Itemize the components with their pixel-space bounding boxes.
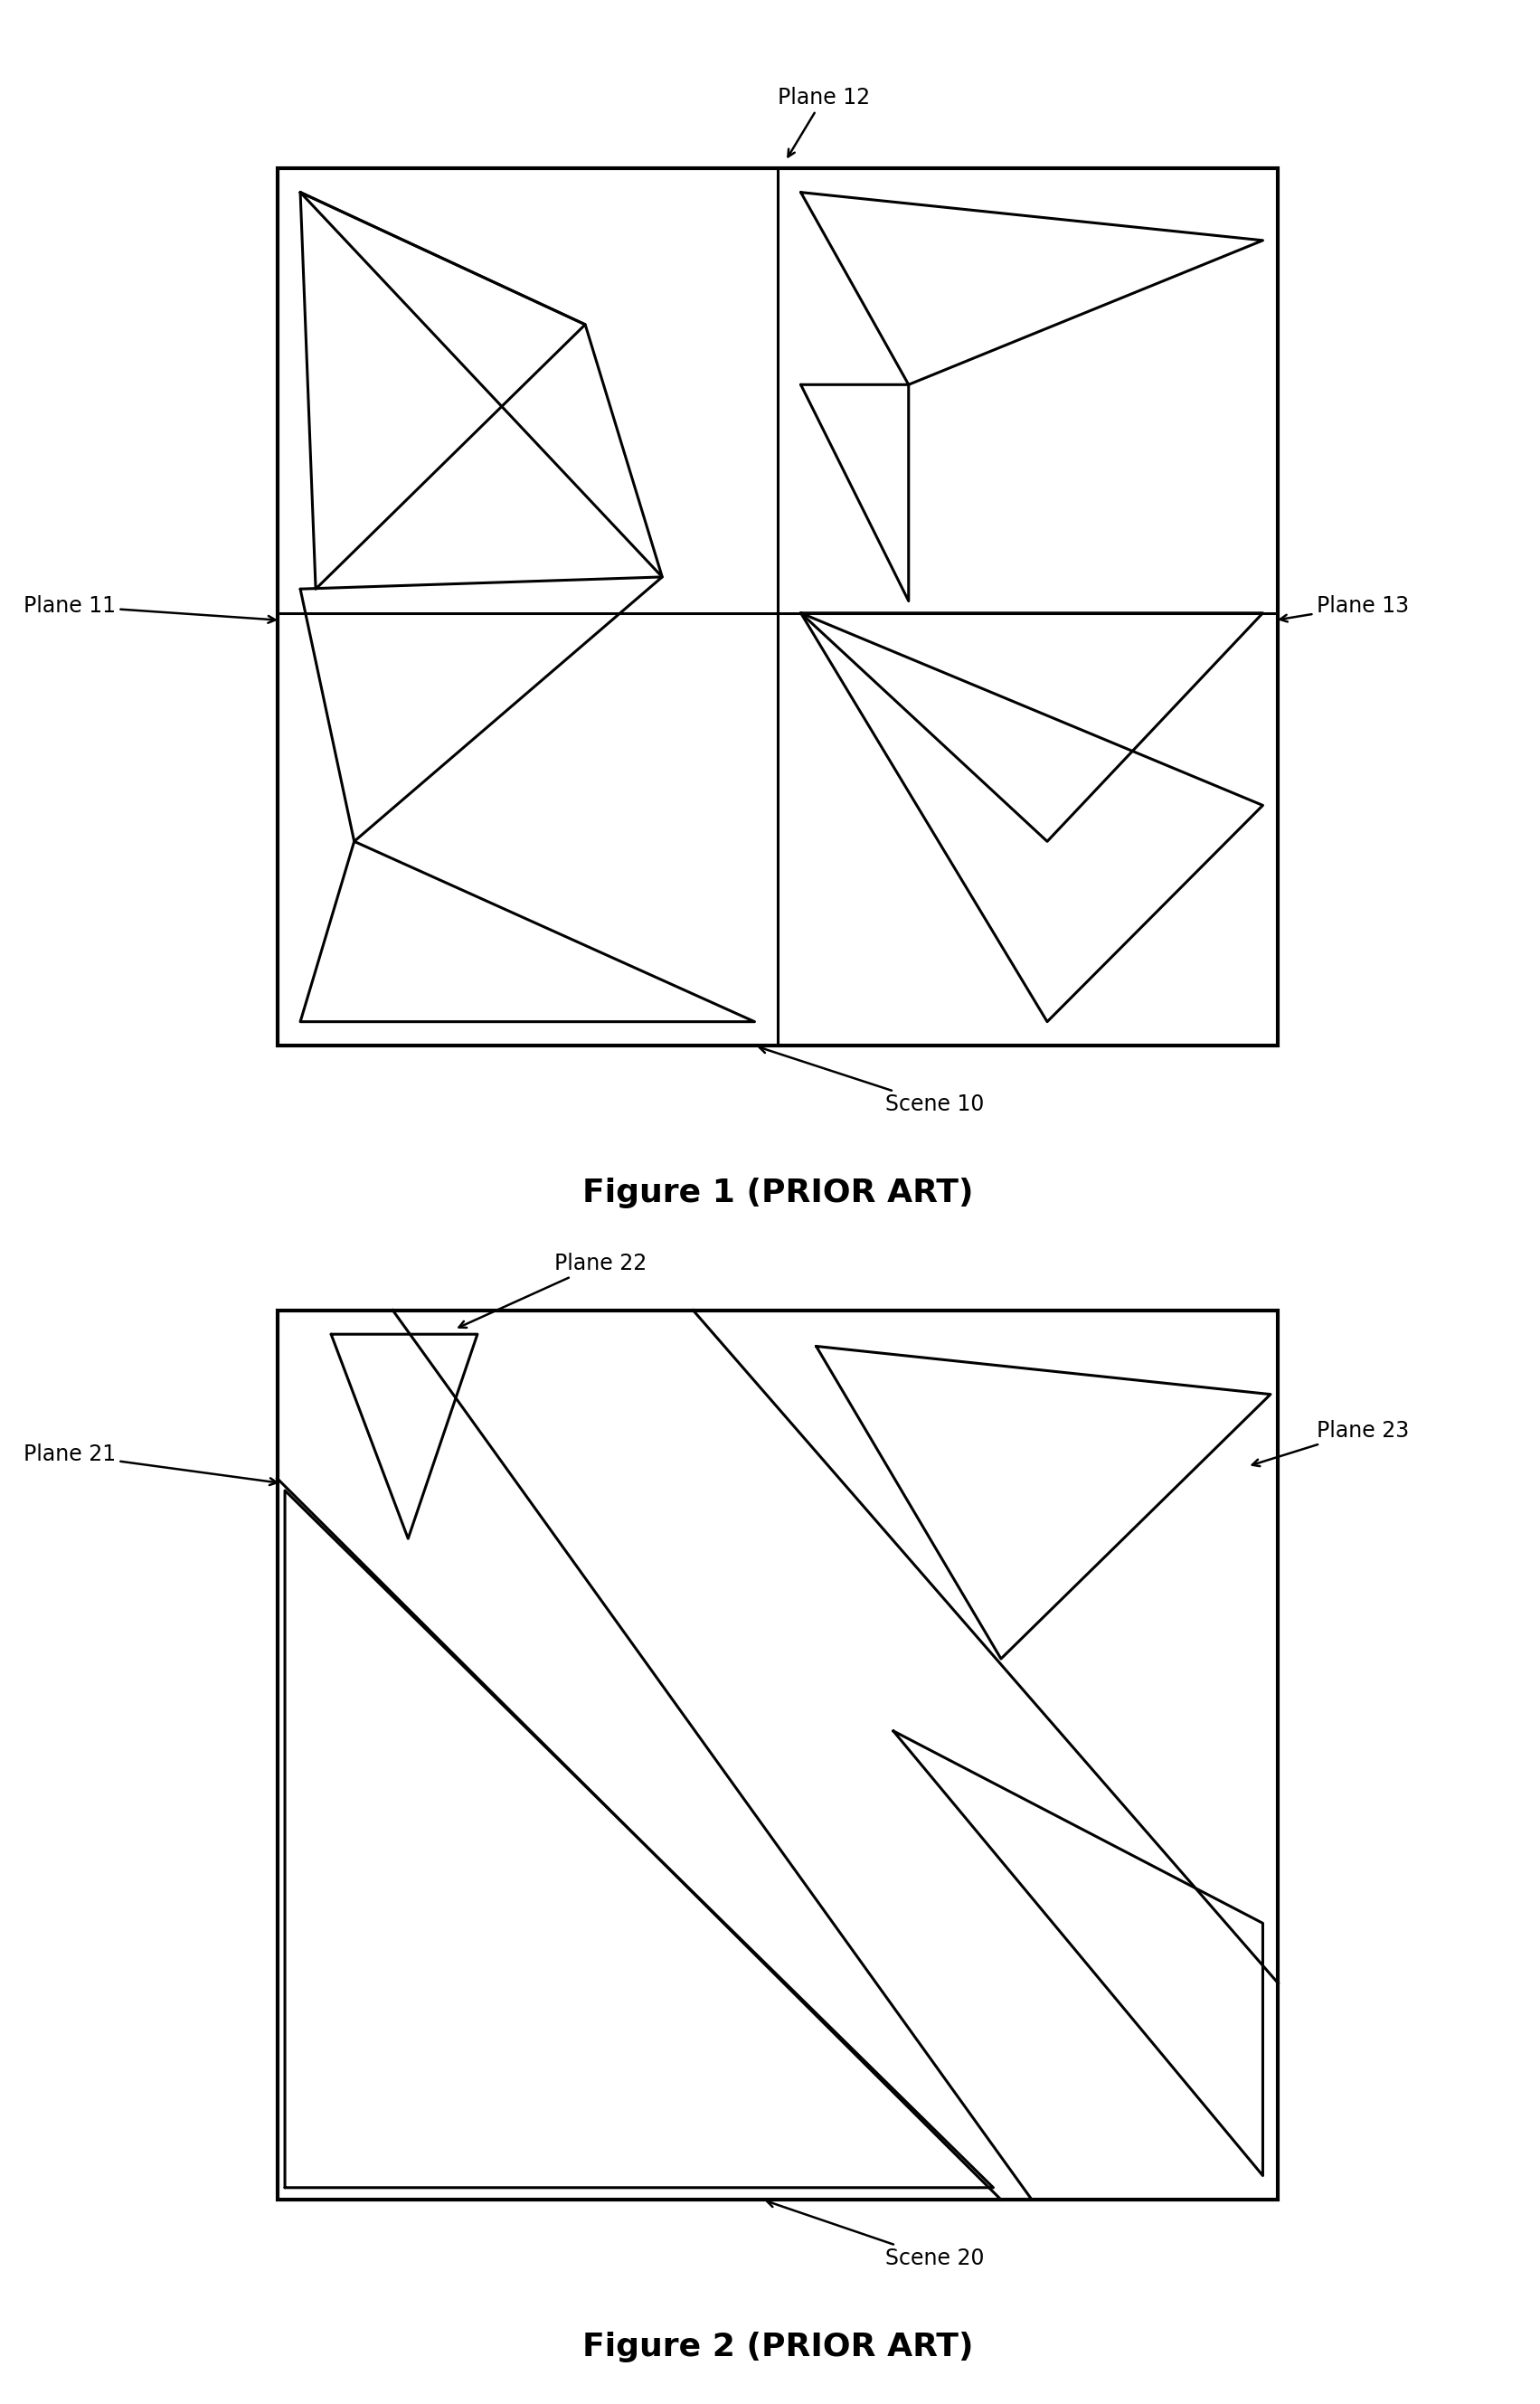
Text: Plane 22: Plane 22 [459,1252,647,1327]
Text: Plane 11: Plane 11 [23,594,276,623]
Text: Plane 23: Plane 23 [1252,1418,1409,1466]
Text: Scene 20: Scene 20 [767,2200,984,2269]
Text: Figure 2 (PRIOR ART): Figure 2 (PRIOR ART) [582,2332,973,2363]
Text: Plane 21: Plane 21 [23,1442,277,1486]
Text: Plane 13: Plane 13 [1280,594,1409,623]
Text: Plane 12: Plane 12 [778,87,870,156]
Text: Scene 10: Scene 10 [759,1046,984,1115]
Text: Figure 1 (PRIOR ART): Figure 1 (PRIOR ART) [582,1178,973,1209]
